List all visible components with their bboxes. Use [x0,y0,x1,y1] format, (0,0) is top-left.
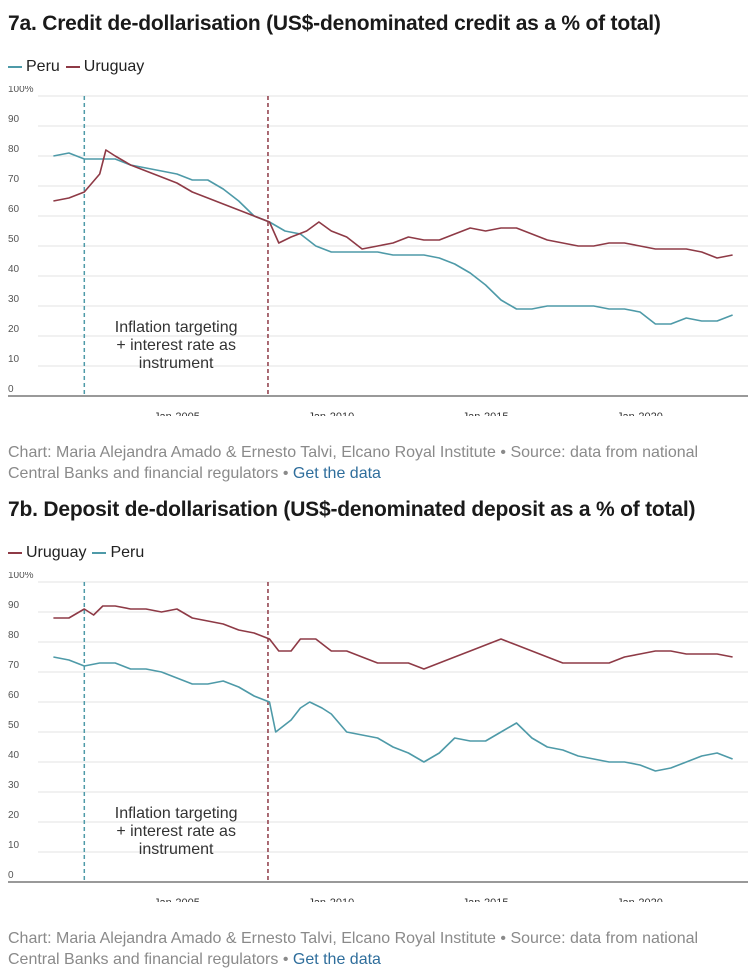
legend: Peru Uruguay [8,58,144,76]
y-tick-label: 0 [8,870,14,881]
legend-item-uruguay: Uruguay [65,58,145,76]
chart-source: Chart: Maria Alejandra Amado & Ernesto T… [8,442,738,484]
x-tick-label: Jan-2020 [617,897,663,902]
chart-panel-deposit: 7b. Deposit de-dollarisation (US$-denomi… [0,486,754,970]
annotation-text: + interest rate as [116,823,236,840]
x-tick-label: Jan-2005 [154,411,200,416]
line-chart-credit: 0 10 20 30 40 50 60 70 80 90 100% Jan-2005 Jan-2010 J… [8,86,748,416]
legend-label: Uruguay [26,544,87,561]
source-text: Chart: Maria Alejandra Amado & Ernesto T… [8,930,699,968]
y-tick-label: 0 [8,384,14,395]
legend-item-peru: Peru [8,58,60,76]
y-tick-label: 50 [8,720,20,731]
chart-title: 7b. Deposit de-dollarisation (US$-denomi… [8,498,696,521]
y-tick-label: 40 [8,750,20,761]
series-line-peru [53,656,733,772]
x-tick-label: Jan-2010 [308,411,354,416]
legend: Uruguay Peru [8,544,144,562]
annotation-text: Inflation targeting [115,805,238,822]
y-tick-label: 60 [8,204,20,215]
legend-item-uruguay: Uruguay [8,544,86,562]
annotation-text: instrument [139,841,214,858]
y-tick-label: 20 [8,810,20,821]
series-line-uruguay [53,605,733,670]
legend-label: Peru [110,544,145,561]
legend-label: Uruguay [83,58,145,75]
y-tick-label: 60 [8,690,20,701]
x-tick-label: Jan-2015 [463,897,509,902]
y-tick-label: 40 [8,264,20,275]
chart-panel-credit: 7a. Credit de-dollarisation (US$-denomin… [8,12,748,484]
y-tick-label: 30 [8,294,20,305]
source-text: Chart: Maria Alejandra Amado & Ernesto T… [8,444,699,482]
annotation-text: instrument [139,355,214,372]
series-line-uruguay [53,149,733,259]
y-tick-label: 70 [8,174,20,185]
series-line-peru [53,152,733,325]
legend-item-peru: Peru [92,544,144,562]
y-tick-label: 100% [8,86,34,95]
legend-swatch [92,552,107,554]
get-the-data-link[interactable]: Get the data [292,465,381,482]
legend-swatch [65,66,80,68]
y-tick-label: 10 [8,354,20,365]
y-tick-label: 70 [8,660,20,671]
chart-source: Chart: Maria Alejandra Amado & Ernesto T… [8,928,738,970]
y-tick-label: 80 [8,144,20,155]
legend-label: Peru [26,58,60,75]
y-tick-label: 20 [8,324,20,335]
y-tick-label: 50 [8,234,20,245]
y-tick-label: 90 [8,114,20,125]
annotation-text: + interest rate as [116,337,236,354]
x-tick-label: Jan-2020 [617,411,663,416]
x-tick-label: Jan-2005 [154,897,200,902]
x-tick-label: Jan-2015 [463,411,509,416]
line-chart-deposit: 0 10 20 30 40 50 60 70 80 90 100% Jan-2005 Jan-2010 J… [8,572,748,902]
legend-swatch [8,66,22,68]
chart-title: 7a. Credit de-dollarisation (US$-denomin… [8,12,661,35]
get-the-data-link[interactable]: Get the data [292,951,381,968]
legend-swatch [8,552,22,554]
annotation-text: Inflation targeting [115,319,238,336]
y-tick-label: 80 [8,630,20,641]
y-tick-label: 10 [8,840,20,851]
y-tick-label: 100% [8,572,34,581]
y-tick-label: 90 [8,600,20,611]
y-tick-label: 30 [8,780,20,791]
x-tick-label: Jan-2010 [308,897,354,902]
